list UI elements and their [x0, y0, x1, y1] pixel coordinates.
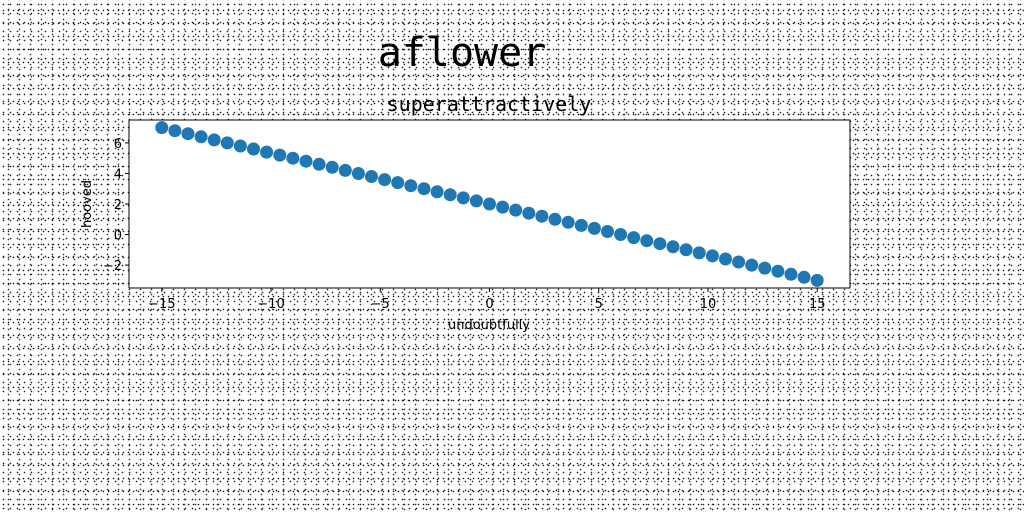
- data-point: [351, 167, 365, 180]
- y-tick-label: 0: [114, 229, 122, 244]
- data-point: [312, 157, 326, 171]
- y-tick-label: 4: [114, 167, 122, 182]
- data-point: [207, 133, 221, 147]
- data-point: [561, 215, 575, 229]
- data-point: [666, 240, 680, 254]
- data-point: [496, 200, 510, 214]
- x-tick-label: −10: [257, 297, 284, 312]
- data-point: [155, 121, 169, 135]
- data-point: [168, 124, 182, 138]
- data-point: [220, 136, 234, 150]
- data-point: [509, 203, 523, 217]
- data-point: [535, 209, 549, 223]
- data-point: [692, 246, 706, 260]
- data-point: [797, 270, 811, 284]
- data-point: [469, 194, 483, 208]
- data-point: [679, 243, 693, 257]
- data-point: [325, 160, 339, 174]
- y-tick-label: −2: [103, 259, 122, 274]
- data-point: [653, 237, 667, 251]
- y-tick-label: 2: [114, 198, 122, 213]
- data-point: [627, 231, 641, 245]
- data-point: [745, 258, 759, 272]
- data-point: [483, 197, 496, 211]
- x-tick-label: 5: [595, 297, 603, 312]
- data-point: [247, 142, 260, 156]
- data-point: [286, 151, 300, 165]
- data-point: [443, 188, 457, 202]
- data-point: [587, 221, 601, 235]
- data-point: [601, 225, 614, 238]
- data-point: [378, 173, 392, 187]
- data-point: [404, 179, 418, 193]
- data-point: [548, 212, 562, 226]
- y-tick-label: 6: [114, 137, 122, 152]
- figure-suptitle: aflower: [378, 30, 547, 76]
- x-tick-label: 10: [700, 297, 717, 312]
- x-axis-ticks: −15 −10 −5 0 5 10 15: [148, 288, 826, 312]
- chart-title: superattractively: [387, 92, 592, 116]
- data-point: [732, 255, 746, 269]
- data-point: [810, 273, 824, 287]
- data-points: [155, 121, 824, 287]
- data-point: [719, 252, 732, 266]
- y-axis-ticks: −2 0 2 4 6: [103, 137, 129, 274]
- x-axis-label: undoubtfully: [448, 318, 530, 333]
- data-point: [574, 218, 588, 232]
- data-point: [456, 191, 470, 205]
- data-point: [260, 145, 274, 159]
- data-point: [194, 130, 208, 144]
- data-point: [417, 182, 431, 196]
- data-point: [522, 206, 536, 220]
- data-point: [640, 234, 654, 248]
- data-point: [299, 154, 313, 168]
- data-point: [705, 249, 719, 263]
- y-axis-label: hooved: [80, 180, 95, 228]
- data-point: [784, 267, 798, 281]
- data-point: [181, 127, 195, 141]
- data-point: [771, 264, 785, 278]
- x-tick-label: −5: [371, 297, 390, 312]
- data-point: [614, 228, 628, 241]
- data-point: [273, 148, 287, 162]
- x-tick-label: 15: [809, 297, 826, 312]
- data-point: [391, 176, 405, 190]
- plot-frame: [128, 119, 851, 289]
- x-tick-label: −15: [148, 297, 175, 312]
- data-point: [430, 185, 444, 199]
- data-point: [233, 139, 247, 153]
- data-point: [338, 163, 352, 177]
- data-point: [365, 170, 378, 183]
- data-point: [758, 261, 772, 275]
- x-tick-label: 0: [485, 297, 493, 312]
